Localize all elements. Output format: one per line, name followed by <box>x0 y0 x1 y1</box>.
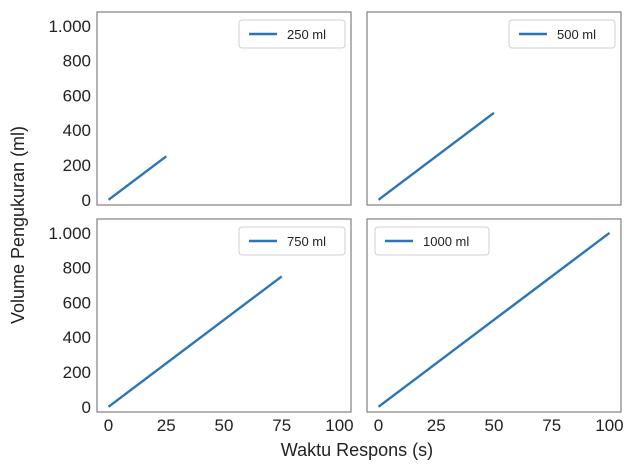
panel-frame <box>96 218 352 413</box>
x-tick-label: 0 <box>374 416 383 435</box>
legend-box <box>508 19 616 49</box>
legend-2: 500 ml <box>508 19 616 49</box>
y-tick-label: 800 <box>63 52 91 71</box>
y-tick-label: 600 <box>63 86 91 105</box>
legend-4: 1000 ml <box>374 226 490 256</box>
y-tick-label: 600 <box>63 293 91 312</box>
y-tick-label: 1.000 <box>48 224 91 243</box>
y-axis-title: Volume Pengukuran (ml) <box>8 126 28 324</box>
legend-label: 1000 ml <box>423 234 469 249</box>
y-tick-label: 0 <box>82 191 91 210</box>
legend-box <box>238 226 346 256</box>
y-tick-label: 400 <box>63 121 91 140</box>
panel-frame <box>366 11 622 206</box>
series-line-3 <box>107 275 283 408</box>
y-tick-label: 800 <box>63 259 91 278</box>
series-line-1 <box>107 155 168 201</box>
panel-4: 0 25 50 75 100 1000 ml <box>366 218 624 435</box>
series-line-2 <box>377 111 495 201</box>
panel-frame <box>366 218 622 413</box>
x-axis-title: Waktu Respons (s) <box>281 440 433 460</box>
y-tick-label: 400 <box>63 328 91 347</box>
panel-frame <box>96 11 352 206</box>
x-tick-label: 100 <box>325 416 353 435</box>
y-tick-label: 0 <box>82 398 91 417</box>
y-tick-label: 200 <box>63 363 91 382</box>
legend-box <box>238 19 346 49</box>
legend-3: 750 ml <box>238 226 346 256</box>
y-tick-label: 1.000 <box>48 17 91 36</box>
series-line-4 <box>377 231 611 408</box>
legend-1: 250 ml <box>238 19 346 49</box>
x-tick-label: 50 <box>485 416 504 435</box>
x-tick-label: 25 <box>157 416 176 435</box>
legend-label: 500 ml <box>557 27 596 42</box>
x-tick-label: 75 <box>542 416 561 435</box>
x-tick-label: 50 <box>215 416 234 435</box>
legend-box <box>374 226 490 256</box>
legend-label: 250 ml <box>287 27 326 42</box>
panel-2: 500 ml <box>366 11 622 206</box>
x-tick-label: 25 <box>427 416 446 435</box>
legend-label: 750 ml <box>287 234 326 249</box>
x-tick-label: 75 <box>272 416 291 435</box>
panel-1: 0 200 400 600 800 1.000 250 ml <box>48 11 352 210</box>
panel-3: 0 200 400 600 800 1.000 0 25 50 75 100 750 ml <box>48 218 354 435</box>
x-tick-label: 0 <box>104 416 113 435</box>
y-tick-label: 200 <box>63 156 91 175</box>
x-tick-label: 100 <box>595 416 623 435</box>
